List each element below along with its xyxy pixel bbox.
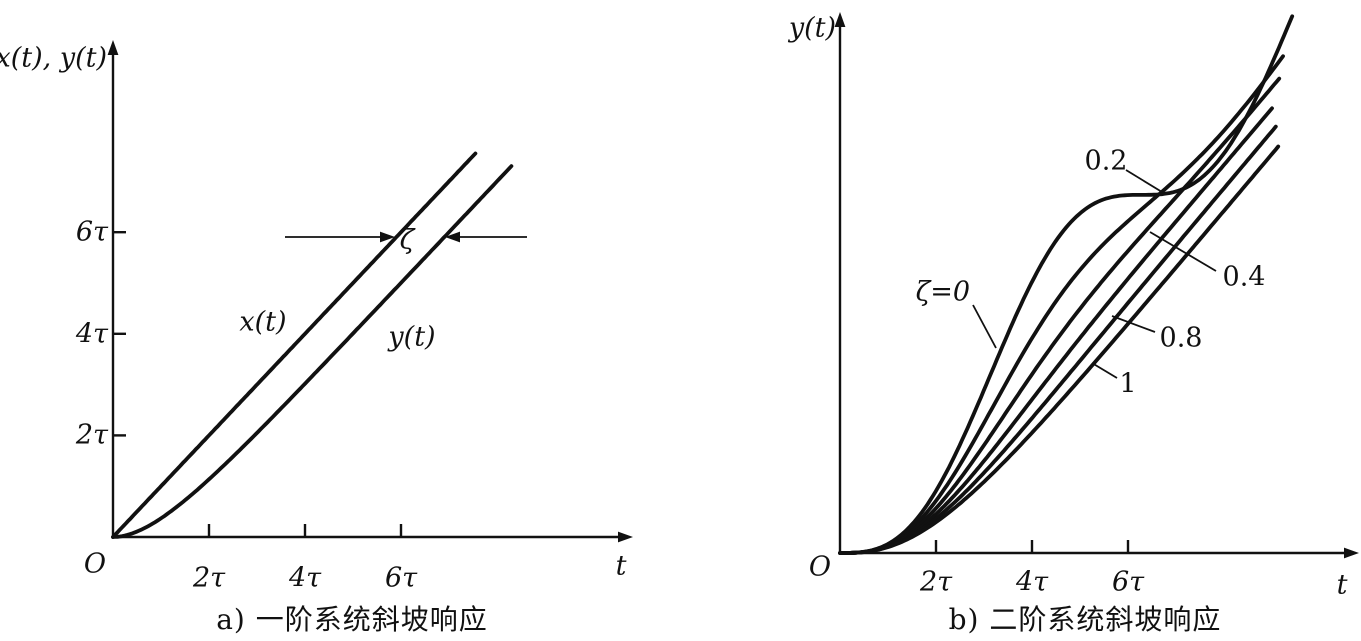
plot-b-origin-label: O bbox=[808, 551, 832, 583]
plot-b-curve-zeta-0.4 bbox=[838, 76, 1282, 555]
plot-b-leader-04 bbox=[1149, 231, 1217, 272]
plot-a-y-axis-label: x(t), y(t) bbox=[0, 42, 107, 74]
plot-b-leader-08 bbox=[1111, 315, 1156, 333]
plot-a-lag-arrow-right-head bbox=[445, 231, 460, 243]
plot-a-ytick-4tau: 4τ bbox=[75, 318, 108, 350]
plot-b-leader-zeta0 bbox=[972, 304, 997, 349]
plot-b-y-axis-arrow bbox=[834, 12, 846, 27]
plot-b-curve-label-08: 0.8 bbox=[1159, 322, 1203, 354]
plot-a-xtick-4tau: 4τ bbox=[288, 562, 322, 594]
plot-a-origin-label: O bbox=[83, 548, 107, 580]
plot-b-xtick-2tau: 2τ bbox=[919, 566, 953, 598]
plot-b-curve-label-04: 0.4 bbox=[1222, 261, 1266, 293]
plot-a-curve-label-xt: x(t) bbox=[239, 306, 287, 338]
plot-a-curve-xt bbox=[111, 151, 478, 539]
plot-b-curve-label-zeta0: ζ=0 bbox=[915, 276, 970, 308]
plot-b-curve-zeta-0.2 bbox=[838, 54, 1285, 555]
plot-b-xtick-6tau: 6τ bbox=[1111, 566, 1145, 598]
plot-a-curve-label-yt: y(t) bbox=[388, 321, 436, 353]
plot-b-curve-label-02: 0.2 bbox=[1084, 145, 1128, 177]
plot-a-curve-yt bbox=[111, 164, 514, 539]
plot-a-lag-annotation: ζ bbox=[399, 224, 415, 256]
plot-a-y-axis-arrow bbox=[107, 40, 119, 55]
plot-b-caption: b) 二阶系统斜坡响应 bbox=[948, 603, 1222, 636]
plot-b-xtick-4tau: 4τ bbox=[1015, 566, 1049, 598]
plot-a-ytick-2tau: 2τ bbox=[75, 419, 108, 451]
plot-b-curve-label-1: 1 bbox=[1119, 368, 1137, 400]
plot-a-x-axis-arrow bbox=[618, 531, 633, 543]
plot-b-leader-1 bbox=[1091, 362, 1118, 379]
plot-b-curve-zeta-1 bbox=[838, 144, 1281, 555]
plot-a-xtick-6tau: 6τ bbox=[384, 562, 418, 594]
plot-a-lag-arrow-left-head bbox=[380, 231, 395, 243]
plot-b-x-axis-arrow bbox=[1344, 547, 1359, 559]
plot-a-caption: a) 一阶系统斜坡响应 bbox=[216, 603, 488, 636]
plot-b-curve-zeta-0 bbox=[838, 14, 1295, 555]
plot-b-leader-02 bbox=[1125, 169, 1163, 193]
plot-a-ytick-6tau: 6τ bbox=[75, 216, 108, 248]
plot-b-x-axis-label: t bbox=[1336, 569, 1348, 601]
plot-a-xtick-2tau: 2τ bbox=[192, 562, 226, 594]
plot-a-x-axis-label: t bbox=[615, 550, 627, 582]
plot-b-y-axis-label: y(t) bbox=[788, 12, 836, 44]
